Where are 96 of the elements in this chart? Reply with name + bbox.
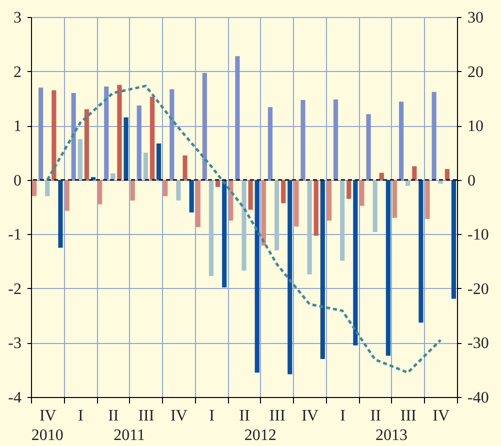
bar — [444, 169, 450, 180]
bar — [399, 102, 404, 180]
bar — [386, 180, 390, 356]
bar — [425, 180, 430, 219]
bar — [274, 180, 280, 250]
bar — [163, 180, 168, 196]
y-tick-label: 2 — [14, 64, 22, 81]
bar — [261, 180, 266, 246]
y-tick-label: -3 — [8, 335, 22, 352]
bar — [222, 180, 227, 288]
bar — [45, 180, 50, 196]
x-tick-label: II — [108, 408, 119, 424]
bar — [104, 86, 109, 180]
text: 2012 — [244, 427, 276, 444]
y2-tick-label: 30 — [468, 10, 484, 26]
bar — [143, 152, 148, 180]
y2-tick-label: 10 — [468, 118, 484, 136]
bar — [130, 180, 135, 200]
bar — [268, 107, 273, 180]
text: 2013 — [375, 427, 408, 444]
x-tick-label: I — [340, 408, 346, 424]
y2-tick-label: 20 — [468, 64, 484, 81]
bar — [379, 172, 384, 180]
bar — [52, 90, 56, 180]
x-tick-label: I — [78, 408, 84, 424]
bar — [150, 96, 155, 180]
bar — [202, 72, 207, 180]
bar — [84, 109, 89, 180]
y-tick-label: 1 — [14, 118, 22, 136]
x-tick-label: IV — [302, 408, 319, 424]
bar — [300, 100, 306, 180]
bar — [432, 92, 436, 180]
bar — [196, 180, 200, 228]
y2-tick-label: -10 — [468, 226, 489, 244]
bar — [320, 180, 325, 359]
y2-tick-label: -40 — [468, 390, 489, 406]
x-tick-label: II — [239, 408, 250, 424]
x-tick-label: III — [400, 408, 416, 424]
bar — [182, 155, 188, 180]
bar — [254, 180, 260, 373]
x-tick-label: III — [269, 408, 286, 424]
y-tick-label: -4 — [8, 390, 22, 406]
bar — [346, 180, 352, 199]
bar — [242, 180, 246, 271]
bar — [326, 180, 332, 221]
bar — [406, 180, 410, 186]
bar — [360, 180, 364, 206]
x-tick-label: IV — [39, 408, 57, 424]
bar — [32, 180, 37, 196]
bar — [64, 180, 70, 211]
bar — [156, 143, 162, 180]
bar — [98, 180, 102, 204]
bar — [208, 180, 214, 276]
bar — [333, 100, 338, 180]
bar — [189, 180, 194, 212]
bar — [418, 180, 424, 323]
y2-tick-label: -20 — [468, 280, 489, 298]
x-tick-label: II — [370, 408, 381, 424]
bar — [288, 180, 292, 374]
bar — [248, 180, 253, 210]
bar — [170, 89, 174, 180]
y-tick-label: 0 — [14, 172, 22, 190]
y2-tick-label: 0 — [468, 172, 476, 190]
line-series — [46, 84, 442, 374]
x-tick-label: I — [209, 408, 214, 424]
bar — [124, 117, 128, 180]
bar — [412, 166, 417, 180]
bar — [38, 88, 44, 180]
bar — [78, 139, 82, 180]
text: 2010 — [31, 427, 64, 444]
y-tick-label: 3 — [14, 10, 22, 26]
bar — [372, 180, 378, 232]
bar — [340, 180, 345, 261]
bar — [117, 84, 122, 180]
bar — [228, 180, 234, 221]
bar — [366, 114, 371, 180]
bar — [176, 180, 181, 200]
bar — [294, 180, 299, 227]
x-tick-label: III — [138, 408, 154, 424]
x-tick-label: IV — [432, 408, 450, 424]
y-tick-label: -2 — [8, 280, 22, 298]
bar — [392, 180, 398, 218]
text: 2011 — [114, 427, 146, 444]
bar — [71, 93, 76, 180]
bar — [58, 180, 63, 248]
bar — [215, 180, 220, 187]
y-tick-label: -1 — [8, 226, 22, 244]
bar — [235, 56, 240, 180]
bar — [451, 180, 456, 299]
bar — [353, 180, 358, 346]
bar — [314, 180, 318, 236]
y2-tick-label: -30 — [468, 335, 489, 352]
x-tick-label: IV — [170, 408, 188, 424]
bar — [307, 180, 312, 274]
bar — [136, 105, 142, 180]
bar — [281, 180, 286, 204]
